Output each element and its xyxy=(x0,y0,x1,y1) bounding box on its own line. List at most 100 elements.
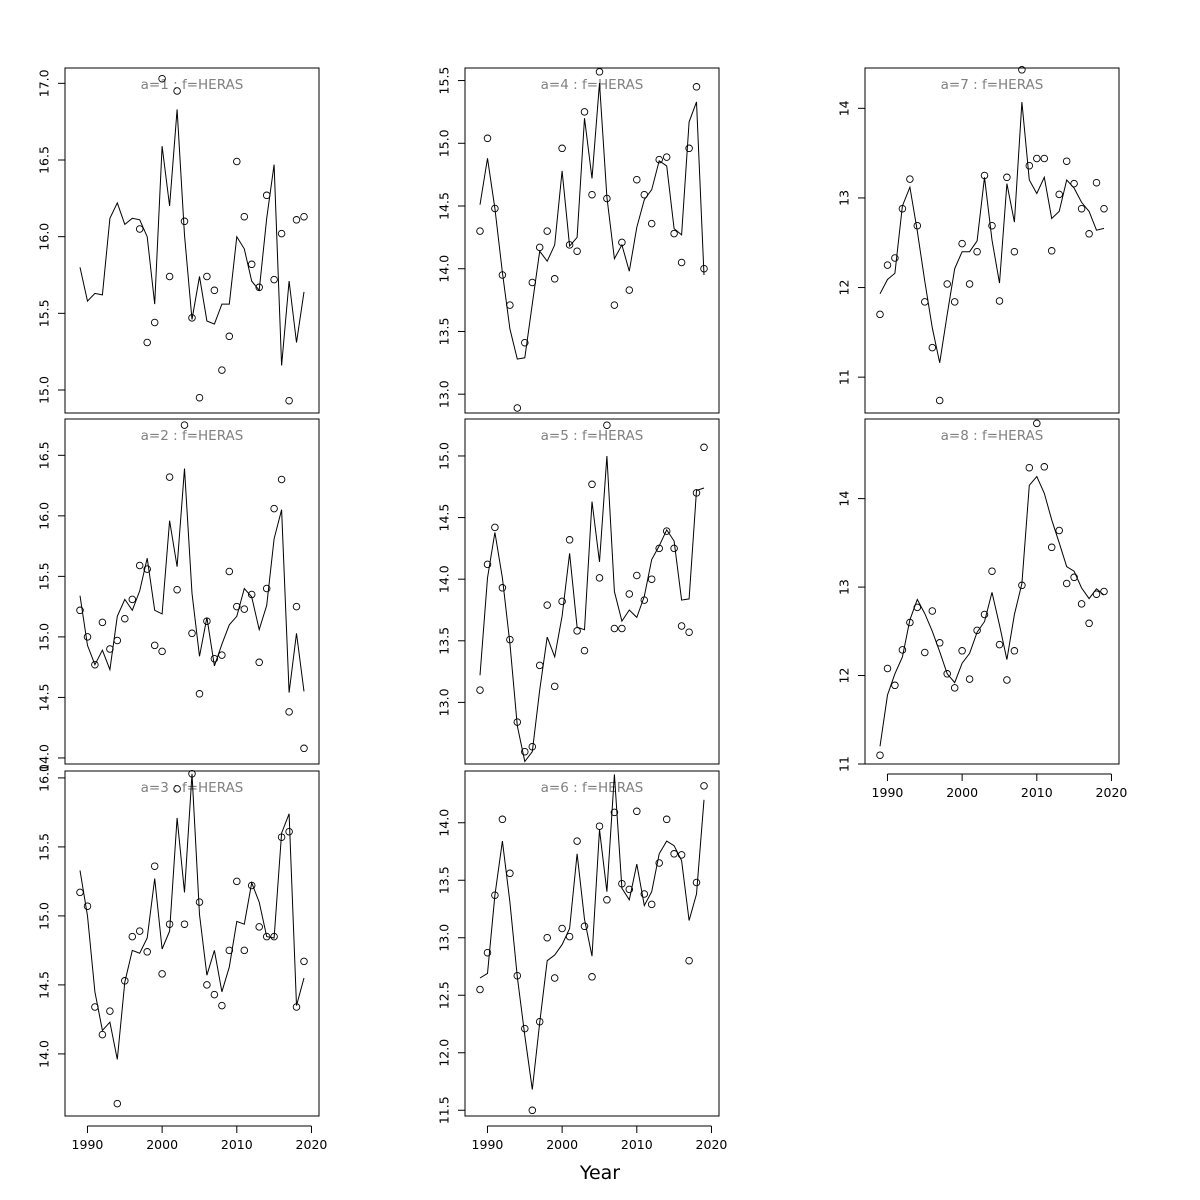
panel-frame xyxy=(464,418,720,765)
fitted-line xyxy=(479,83,705,360)
observed-point xyxy=(928,607,937,615)
observed-point xyxy=(262,584,271,593)
y-tick-label: 16.5 xyxy=(37,146,52,174)
observed-point xyxy=(195,898,204,906)
observed-point xyxy=(550,974,559,982)
observed-point xyxy=(1003,676,1011,684)
observed-point xyxy=(210,990,219,999)
observed-point xyxy=(173,785,181,793)
observed-point xyxy=(677,851,686,859)
x-tick-label: 2020 xyxy=(696,1137,728,1152)
observed-point xyxy=(1092,178,1101,187)
observed-point xyxy=(935,396,944,405)
panel-frame xyxy=(64,770,320,1117)
y-tick-label: 13.0 xyxy=(437,380,452,408)
y-tick-label: 14.0 xyxy=(437,809,452,837)
panel-frame xyxy=(464,67,720,414)
observed-point xyxy=(640,596,649,604)
observed-point xyxy=(692,878,701,887)
y-tick-label: 11 xyxy=(837,756,852,772)
observed-point xyxy=(135,225,144,233)
panel-label: a=7 : f=HERAS xyxy=(941,77,1044,93)
observed-point xyxy=(476,227,484,235)
observed-point xyxy=(1055,190,1063,199)
observed-point xyxy=(580,108,589,116)
observed-point xyxy=(483,560,492,569)
observed-point xyxy=(995,297,1004,305)
observed-point xyxy=(106,1007,114,1015)
observed-point xyxy=(476,985,484,994)
observed-point xyxy=(898,204,907,213)
observed-point xyxy=(233,877,241,886)
observed-point xyxy=(543,227,551,235)
observed-point xyxy=(1040,154,1049,163)
observed-point xyxy=(506,635,514,644)
observed-point xyxy=(662,527,671,535)
observed-point xyxy=(565,536,574,544)
observed-point xyxy=(528,742,537,751)
observed-point xyxy=(913,603,922,612)
fitted-line xyxy=(79,773,305,1060)
observed-point xyxy=(906,175,914,183)
y-tick-label: 13.5 xyxy=(437,627,452,655)
observed-point xyxy=(1010,247,1019,256)
observed-point xyxy=(240,605,249,613)
panel-label: a=3 : f=HERAS xyxy=(141,780,244,796)
observed-point xyxy=(588,190,596,199)
observed-point xyxy=(625,286,634,294)
observed-point xyxy=(247,260,256,269)
observed-point xyxy=(300,212,308,221)
x-tick-label: 2020 xyxy=(1096,785,1128,800)
observed-point xyxy=(528,1106,537,1115)
observed-point xyxy=(1100,204,1108,213)
observed-point xyxy=(685,956,693,965)
observed-point xyxy=(1070,573,1078,582)
observed-point xyxy=(700,443,708,452)
observed-point xyxy=(980,610,989,619)
observed-point xyxy=(521,1024,529,1033)
observed-point xyxy=(573,247,581,255)
observed-point xyxy=(210,286,219,295)
y-tick-label: 12.0 xyxy=(437,1039,452,1067)
observed-point xyxy=(277,833,286,841)
observed-point xyxy=(580,922,589,931)
observed-point xyxy=(188,770,196,778)
panel-frame xyxy=(864,418,1120,765)
y-tick-label: 15.5 xyxy=(37,299,52,327)
observed-point xyxy=(595,68,604,76)
panel-label: a=8 : f=HERAS xyxy=(941,428,1044,444)
observed-point xyxy=(218,366,226,374)
y-tick-label: 15.0 xyxy=(37,376,52,404)
observed-point xyxy=(513,404,522,412)
observed-point xyxy=(292,1003,301,1011)
panel-frame xyxy=(64,418,320,765)
observed-point xyxy=(543,933,551,942)
observed-point xyxy=(113,1099,122,1108)
observed-point xyxy=(240,212,249,221)
fitted-line xyxy=(479,774,705,1090)
observed-point xyxy=(513,718,522,726)
x-tick-label: 2020 xyxy=(296,1137,328,1152)
observed-point xyxy=(158,647,166,656)
observed-point xyxy=(1085,230,1093,238)
observed-point xyxy=(876,751,884,759)
x-tick-label: 1990 xyxy=(872,785,904,800)
y-tick-label: 15.0 xyxy=(437,129,452,157)
observed-point xyxy=(98,1030,107,1039)
observed-point xyxy=(935,639,944,647)
observed-point xyxy=(891,681,899,690)
observed-point xyxy=(491,523,499,532)
observed-point xyxy=(285,827,293,836)
observed-point xyxy=(225,567,234,576)
observed-point xyxy=(165,473,174,481)
y-tick-label: 15.0 xyxy=(37,623,52,651)
observed-point xyxy=(980,171,989,180)
observed-point xyxy=(965,675,974,683)
observed-point xyxy=(255,923,263,931)
observed-point xyxy=(543,601,551,609)
observed-point xyxy=(633,175,641,184)
observed-point xyxy=(262,932,271,941)
y-tick-label: 12 xyxy=(837,668,852,684)
y-tick-label: 11 xyxy=(837,369,852,385)
